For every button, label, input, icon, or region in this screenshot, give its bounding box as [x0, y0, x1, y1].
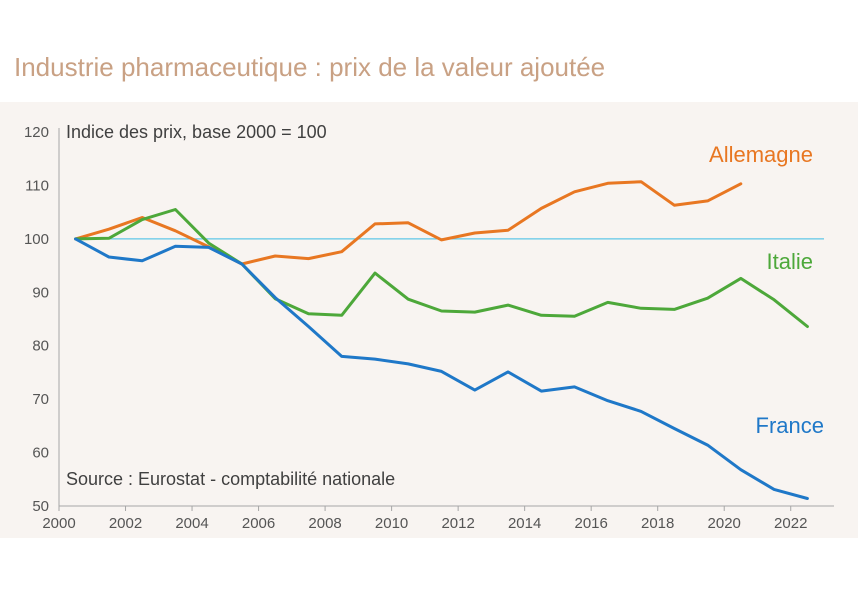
y-tick-label: 110	[25, 177, 49, 194]
series-line-italie	[74, 208, 809, 328]
source-note: Source : Eurostat - comptabilité nationa…	[66, 469, 395, 489]
y-tick-label: 90	[32, 284, 49, 301]
y-tick-label: 70	[32, 391, 49, 408]
y-axis-label: Indice des prix, base 2000 = 100	[66, 122, 327, 142]
series-line-allemagne	[74, 180, 743, 266]
series-label-italie: Italie	[767, 249, 813, 274]
x-tick-label: 2008	[308, 515, 341, 532]
chart-title: Industrie pharmaceutique : prix de la va…	[14, 52, 606, 82]
line-chart: 50 60 70 80 90 100 110 120 2000 2002 2004 2006 2008 2…	[24, 122, 834, 532]
x-tick-label: 2018	[641, 515, 674, 532]
series-lines	[74, 180, 809, 500]
series-label-allemagne: Allemagne	[709, 142, 813, 167]
x-tick-label: 2020	[708, 515, 741, 532]
y-tick-label: 60	[32, 445, 49, 462]
x-tick-label: 2004	[175, 515, 208, 532]
x-tick-label: 2014	[508, 515, 541, 532]
x-tick-label: 2000	[42, 515, 75, 532]
axes: 50 60 70 80 90 100 110 120 2000 2002 2004 2006 2008 2…	[24, 124, 834, 532]
series-label-france: France	[756, 413, 824, 438]
y-tick-label: 100	[24, 231, 49, 248]
chart-panel: 50 60 70 80 90 100 110 120 2000 2002 2004 2006 2008 2…	[0, 102, 858, 538]
x-tick-label: 2010	[375, 515, 408, 532]
y-tick-label: 50	[32, 498, 49, 515]
series-labels: Allemagne Italie France	[709, 142, 824, 438]
x-tick-label: 2006	[242, 515, 275, 532]
x-tick-label: 2012	[441, 515, 474, 532]
y-tick-label: 120	[24, 124, 49, 141]
series-line-france	[74, 237, 809, 500]
x-tick-label: 2016	[574, 515, 607, 532]
x-tick-label: 2022	[774, 515, 807, 532]
x-tick-label: 2002	[109, 515, 142, 532]
y-tick-label: 80	[32, 338, 49, 355]
